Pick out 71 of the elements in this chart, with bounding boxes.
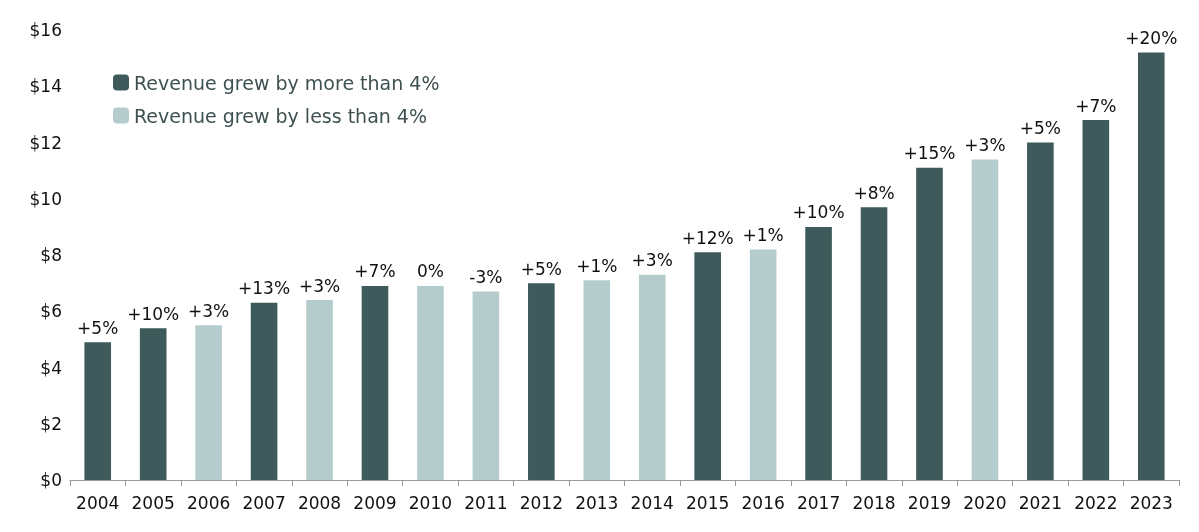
x-tick-label: 2012 (519, 492, 563, 513)
x-tick-label: 2013 (575, 492, 619, 513)
y-tick-label: $2 (40, 413, 62, 434)
x-tick-label: 2016 (741, 492, 785, 513)
bar (250, 302, 278, 480)
x-tick-label: 2004 (76, 492, 120, 513)
annotation: +5% (1019, 118, 1061, 138)
x-tick-label: 2015 (686, 492, 730, 513)
annotation: +12% (681, 227, 734, 248)
annotation: +5% (520, 258, 562, 279)
x-tick-label: 2023 (1129, 492, 1173, 513)
x-tick-label: 2006 (186, 492, 231, 513)
legend-label: Revenue grew by more than 4% (134, 71, 440, 94)
y-tick-label: $8 (40, 245, 62, 265)
bar (1082, 120, 1110, 480)
x-tick-label: 2018 (852, 492, 896, 513)
bar (694, 252, 721, 480)
annotation: +3% (188, 300, 230, 321)
bar (528, 283, 555, 480)
bar (971, 159, 999, 480)
y-tick-label: $4 (40, 357, 62, 378)
annotation: +1% (742, 224, 784, 245)
annotation: +20% (1125, 28, 1178, 48)
bar (139, 328, 167, 480)
bar (1137, 52, 1165, 480)
annotation: +10% (127, 303, 180, 324)
x-tick-label: 2010 (408, 492, 453, 513)
annotation: +7% (354, 261, 396, 282)
annotation: +8% (853, 182, 895, 203)
x-tick-label: 2011 (464, 492, 508, 513)
bar (361, 285, 389, 480)
y-tick-label: $6 (40, 301, 62, 322)
annotation: +3% (631, 250, 673, 271)
y-tick-label: $0 (40, 470, 62, 490)
annotation: 0% (416, 261, 444, 282)
annotation: -3% (469, 267, 503, 288)
annotation: +13% (238, 278, 291, 299)
annotation: +10% (792, 202, 845, 223)
x-tick-label: 2022 (1074, 492, 1118, 513)
annotation: +15% (903, 143, 956, 164)
x-tick-label: 2014 (630, 492, 674, 513)
y-tick-label: $14 (29, 76, 62, 97)
bar (1027, 142, 1054, 480)
annotation: +3% (964, 134, 1006, 155)
bar (195, 325, 222, 480)
bar (860, 207, 888, 480)
annotation: +5% (77, 317, 119, 338)
bar (805, 226, 832, 480)
bar (417, 285, 444, 480)
x-tick-label: 2019 (907, 492, 952, 513)
bar (472, 291, 500, 480)
x-tick-label: 2017 (796, 492, 841, 513)
bar (306, 300, 333, 480)
annotation: +7% (1075, 95, 1117, 116)
x-tick-label: 2008 (297, 492, 342, 513)
bar (916, 167, 943, 480)
x-tick-label: 2009 (353, 492, 397, 513)
bar (638, 274, 666, 480)
x-tick-label: 2005 (131, 492, 175, 513)
y-tick-label: $10 (29, 188, 62, 209)
y-tick-label: $16 (29, 20, 62, 40)
bar (749, 249, 777, 480)
bar (84, 342, 112, 480)
x-tick-label: 2021 (1018, 492, 1063, 513)
bar (583, 280, 611, 480)
legend-label: Revenue grew by less than 4% (134, 104, 428, 127)
x-tick-label: 2020 (963, 492, 1007, 513)
x-tick-label: 2007 (242, 492, 286, 513)
y-tick-label: $12 (29, 132, 62, 153)
annotation: +1% (576, 255, 618, 276)
annotation: +3% (298, 275, 341, 296)
